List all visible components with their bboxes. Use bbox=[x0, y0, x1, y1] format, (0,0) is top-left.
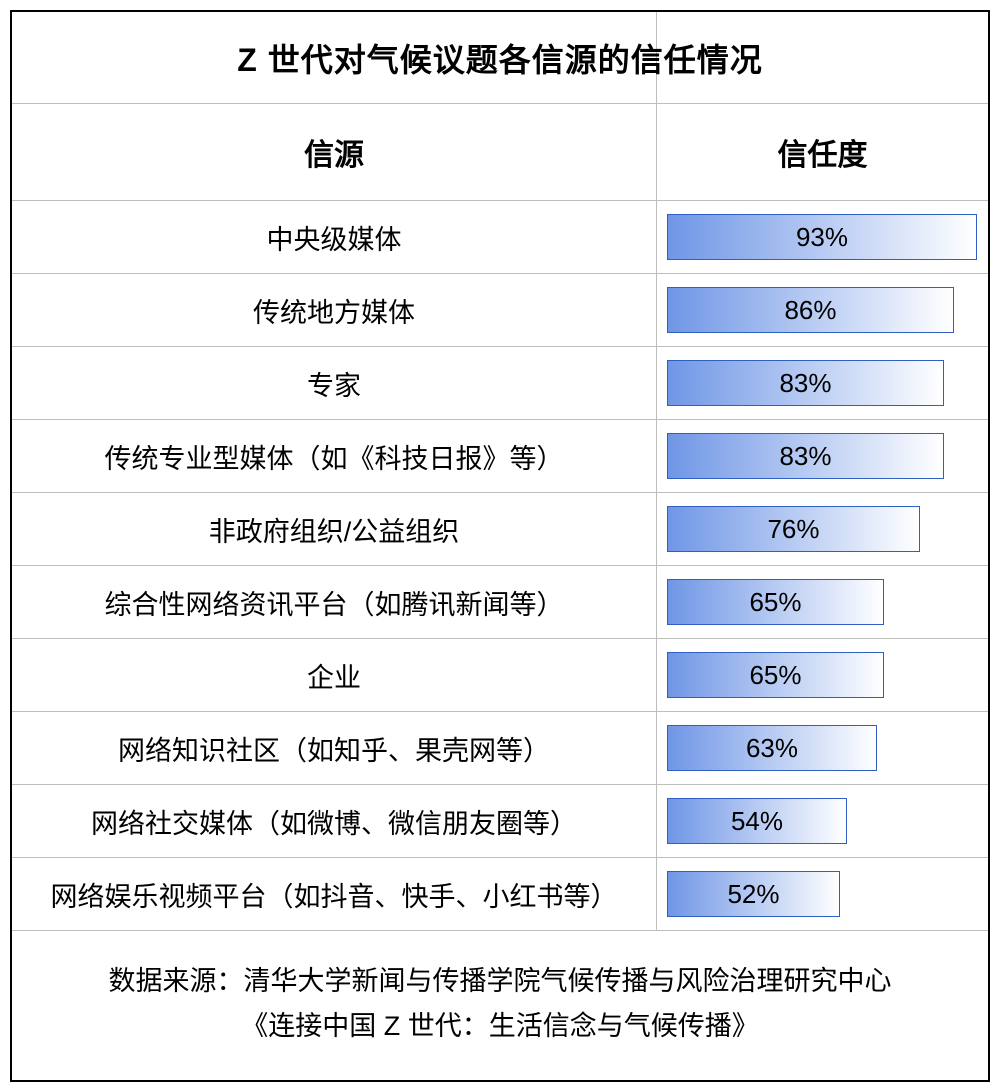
trust-cell: 83% bbox=[657, 420, 988, 492]
table-row: 传统地方媒体 86% bbox=[12, 274, 988, 347]
data-source-footer: 数据来源：清华大学新闻与传播学院气候传播与风险治理研究中心《连接中国 Z 世代：… bbox=[12, 931, 988, 1080]
footer-line-2: 《连接中国 Z 世代：生活信念与气候传播》 bbox=[32, 1004, 968, 1049]
source-label: 专家 bbox=[12, 347, 657, 419]
trust-bar: 65% bbox=[667, 652, 884, 698]
source-label: 传统专业型媒体（如《科技日报》等） bbox=[12, 420, 657, 492]
trust-bar: 54% bbox=[667, 798, 847, 844]
trust-cell: 52% bbox=[657, 858, 988, 930]
trust-value: 63% bbox=[668, 733, 876, 764]
source-label: 网络社交媒体（如微博、微信朋友圈等） bbox=[12, 785, 657, 857]
trust-cell: 86% bbox=[657, 274, 988, 346]
source-label: 综合性网络资讯平台（如腾讯新闻等） bbox=[12, 566, 657, 638]
trust-cell: 93% bbox=[657, 201, 991, 273]
source-label: 非政府组织/公益组织 bbox=[12, 493, 657, 565]
trust-bar: 63% bbox=[667, 725, 877, 771]
trust-value: 83% bbox=[668, 368, 943, 399]
trust-cell: 63% bbox=[657, 712, 988, 784]
title-row: Z 世代对气候议题各信源的信任情况 bbox=[12, 12, 988, 104]
trust-value: 65% bbox=[668, 660, 883, 691]
chart-title: Z 世代对气候议题各信源的信任情况 bbox=[12, 35, 988, 81]
trust-bar: 65% bbox=[667, 579, 884, 625]
trust-value: 54% bbox=[668, 806, 846, 837]
table-row: 综合性网络资讯平台（如腾讯新闻等） 65% bbox=[12, 566, 988, 639]
table-row: 企业 65% bbox=[12, 639, 988, 712]
table-row: 网络知识社区（如知乎、果壳网等） 63% bbox=[12, 712, 988, 785]
table-row: 专家 83% bbox=[12, 347, 988, 420]
footer-line-1: 数据来源：清华大学新闻与传播学院气候传播与风险治理研究中心 bbox=[32, 959, 968, 1004]
header-trust: 信任度 bbox=[657, 104, 988, 200]
table-row: 网络娱乐视频平台（如抖音、快手、小红书等） 52% bbox=[12, 858, 988, 931]
trust-value: 65% bbox=[668, 587, 883, 618]
trust-value: 86% bbox=[668, 295, 953, 326]
trust-cell: 83% bbox=[657, 347, 988, 419]
trust-bar: 83% bbox=[667, 360, 944, 406]
source-label: 企业 bbox=[12, 639, 657, 711]
table-row: 中央级媒体 93% bbox=[12, 201, 988, 274]
trust-value: 93% bbox=[668, 222, 976, 253]
trust-bar: 52% bbox=[667, 871, 840, 917]
trust-cell: 65% bbox=[657, 639, 988, 711]
table-row: 网络社交媒体（如微博、微信朋友圈等） 54% bbox=[12, 785, 988, 858]
trust-bar: 76% bbox=[667, 506, 920, 552]
trust-cell: 54% bbox=[657, 785, 988, 857]
trust-bar: 93% bbox=[667, 214, 977, 260]
source-label: 传统地方媒体 bbox=[12, 274, 657, 346]
table-row: 非政府组织/公益组织 76% bbox=[12, 493, 988, 566]
trust-value: 52% bbox=[668, 879, 839, 910]
source-label: 网络知识社区（如知乎、果壳网等） bbox=[12, 712, 657, 784]
trust-bar: 86% bbox=[667, 287, 954, 333]
trust-bar: 83% bbox=[667, 433, 944, 479]
table-row: 传统专业型媒体（如《科技日报》等） 83% bbox=[12, 420, 988, 493]
trust-cell: 65% bbox=[657, 566, 988, 638]
header-source: 信源 bbox=[12, 104, 657, 200]
source-label: 网络娱乐视频平台（如抖音、快手、小红书等） bbox=[12, 858, 657, 930]
header-row: 信源信任度 bbox=[12, 104, 988, 201]
trust-value: 83% bbox=[668, 441, 943, 472]
trust-cell: 76% bbox=[657, 493, 988, 565]
trust-value: 76% bbox=[668, 514, 919, 545]
chart-container: Z 世代对气候议题各信源的信任情况信源信任度中央级媒体 93% 传统地方媒体 86% 专… bbox=[10, 10, 990, 1082]
source-label: 中央级媒体 bbox=[12, 201, 657, 273]
